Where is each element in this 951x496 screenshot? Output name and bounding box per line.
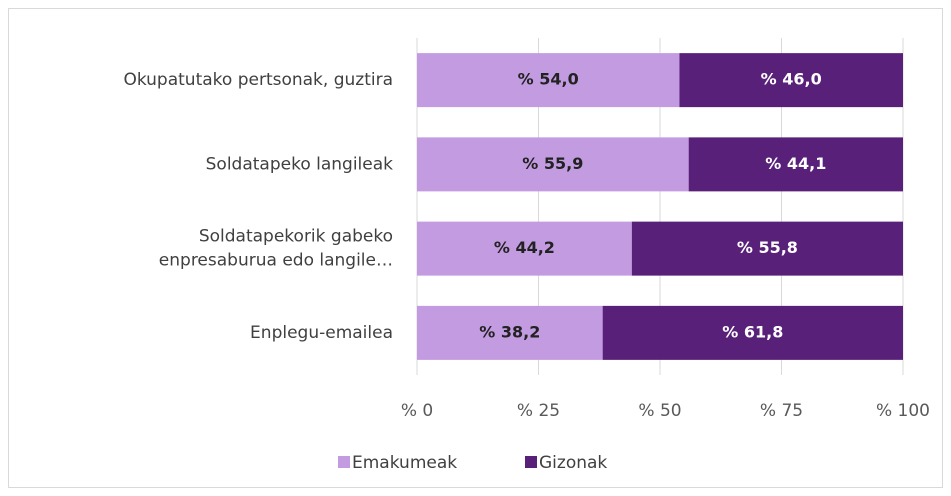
y-tick-label: Okupatutako pertsonak, guztira: [123, 70, 393, 90]
data-label: % 44,1: [765, 154, 826, 173]
bar: [417, 305, 603, 360]
x-tick-label: % 75: [760, 401, 803, 421]
x-tick-label: % 50: [638, 401, 681, 421]
x-tick-label: % 25: [517, 401, 560, 421]
x-tick-label: % 100: [876, 401, 930, 421]
data-label: % 44,2: [494, 238, 555, 257]
data-label: % 54,0: [518, 70, 579, 89]
data-label: % 55,9: [522, 154, 583, 173]
bar: [417, 221, 632, 276]
y-tick-label: Enplegu-emailea: [250, 323, 393, 343]
y-tick-label: Soldatapekorik gabeko enpresaburua edo la…: [159, 227, 393, 271]
data-label: % 55,8: [737, 238, 798, 257]
legend-label: Emakumeak: [352, 453, 457, 473]
bar: [631, 221, 903, 276]
data-label: % 61,8: [722, 322, 783, 341]
bar: [417, 53, 680, 108]
data-label: % 46,0: [761, 70, 822, 89]
legend-swatch: [338, 456, 350, 468]
legend-label: Gizonak: [539, 453, 607, 473]
bar: [417, 137, 689, 192]
x-tick-label: % 0: [401, 401, 433, 421]
bar: [688, 137, 903, 192]
data-label: % 38,2: [479, 322, 540, 341]
legend-swatch: [525, 456, 537, 468]
y-tick-label: Soldatapeko langileak: [206, 154, 394, 174]
bar: [679, 53, 903, 108]
bar: [602, 305, 903, 360]
